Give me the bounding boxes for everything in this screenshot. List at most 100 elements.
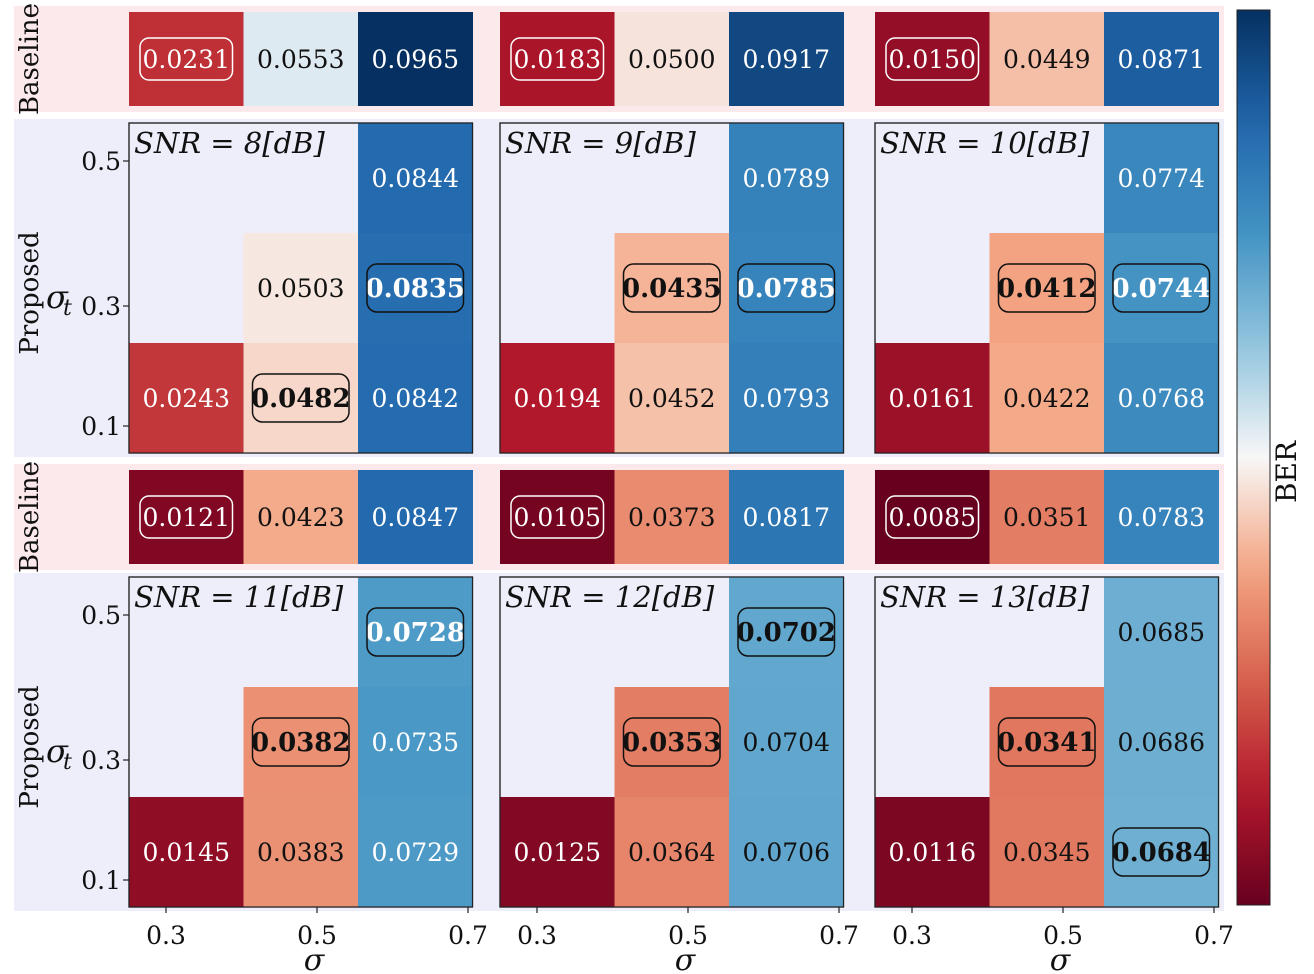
baseline-value: 0.0231 <box>143 45 230 74</box>
proposed-cell <box>1104 577 1219 688</box>
proposed-value: 0.0789 <box>743 164 830 193</box>
x-axis-label: σ <box>304 943 326 974</box>
proposed-cell <box>614 343 730 454</box>
best-value-box <box>885 37 980 81</box>
best-value-box <box>139 37 234 81</box>
proposed-value: 0.0364 <box>628 838 715 867</box>
baseline-cell <box>1104 12 1219 106</box>
baseline-value: 0.0150 <box>889 45 976 74</box>
baseline-value: 0.0917 <box>743 45 830 74</box>
proposed-cell <box>358 343 473 454</box>
proposed-cell <box>989 343 1105 454</box>
proposed-value: 0.0702 <box>736 618 836 648</box>
baseline-cell <box>243 12 359 106</box>
baseline-cell <box>358 12 473 106</box>
proposed-value: 0.0422 <box>1003 384 1090 413</box>
proposed-value: 0.0835 <box>365 274 465 304</box>
proposed-cell <box>729 577 844 688</box>
baseline-value: 0.0183 <box>514 45 601 74</box>
proposed-value: 0.0435 <box>622 274 722 304</box>
proposed-value: 0.0452 <box>628 384 715 413</box>
proposed-row-label: Proposed <box>15 231 45 354</box>
proposed-cell <box>243 687 359 798</box>
y-tick-label: 0.3 <box>81 292 121 321</box>
y-axis-label: σ <box>46 732 69 770</box>
best-value-box <box>366 607 465 657</box>
proposed-value: 0.0793 <box>743 384 830 413</box>
y-tick-label: 0.5 <box>81 601 121 630</box>
proposed-value: 0.0686 <box>1118 728 1205 757</box>
proposed-cell <box>358 123 473 234</box>
proposed-cell <box>358 577 473 688</box>
proposed-cell <box>729 123 844 234</box>
baseline-value: 0.0423 <box>257 503 344 532</box>
proposed-cell <box>729 233 844 344</box>
best-value-box <box>622 717 721 767</box>
y-tick-label: 0.1 <box>81 412 121 441</box>
proposed-value: 0.0243 <box>143 384 230 413</box>
baseline-value: 0.0553 <box>257 45 344 74</box>
x-tick-label: 0.5 <box>1043 921 1083 950</box>
best-value-box <box>1112 827 1211 877</box>
baseline-row-label: Baseline <box>15 461 45 573</box>
baseline-value: 0.0817 <box>743 503 830 532</box>
best-value-box <box>885 495 980 539</box>
proposed-value: 0.0842 <box>372 384 459 413</box>
baseline-cell <box>729 12 844 106</box>
baseline-value: 0.0783 <box>1118 503 1205 532</box>
proposed-cell <box>614 687 730 798</box>
best-value-box <box>997 717 1096 767</box>
baseline-cell <box>875 470 990 564</box>
y-tick-label: 0.5 <box>81 147 121 176</box>
heatmap-cells: 0.0231 0.0553 0.0965 0.0844 0.0503 0.0835 0.02… <box>128 12 1220 908</box>
baseline-value: 0.0105 <box>514 503 601 532</box>
baseline-value: 0.0121 <box>143 503 230 532</box>
baseline-cell <box>358 470 473 564</box>
proposed-cell <box>500 343 615 454</box>
proposed-value: 0.0412 <box>997 274 1097 304</box>
x-tick-label: 0.3 <box>892 921 932 950</box>
x-axis-label: σ <box>675 943 697 974</box>
proposed-value: 0.0482 <box>251 384 351 414</box>
baseline-value: 0.0351 <box>1003 503 1090 532</box>
proposed-value: 0.0685 <box>1118 618 1205 647</box>
proposed-frame-outline <box>128 576 474 908</box>
baseline-value: 0.0373 <box>628 503 715 532</box>
baseline-cell <box>729 470 844 564</box>
proposed-value: 0.0503 <box>257 274 344 303</box>
proposed-row-label: Proposed <box>15 685 45 808</box>
baseline-row-label: Baseline <box>15 3 45 115</box>
proposed-cell <box>243 233 359 344</box>
best-value-box <box>251 717 350 767</box>
colorbar: BER <box>1236 9 1303 906</box>
best-value-box <box>737 607 836 657</box>
baseline-cell <box>989 12 1105 106</box>
baseline-cell <box>875 12 990 106</box>
proposed-cell <box>358 797 473 908</box>
x-tick-label: 0.7 <box>819 921 859 950</box>
proposed-cell <box>358 233 473 344</box>
proposed-value: 0.0768 <box>1118 384 1205 413</box>
proposed-cell <box>129 343 244 454</box>
x-tick-label: 0.3 <box>517 921 557 950</box>
proposed-value: 0.0729 <box>372 838 459 867</box>
proposed-cell <box>729 343 844 454</box>
proposed-frame-outline <box>499 576 845 908</box>
proposed-value: 0.0744 <box>1111 274 1211 304</box>
proposed-value: 0.0735 <box>372 728 459 757</box>
x-axis-label: σ <box>1050 943 1072 974</box>
snr-label: SNR = 8[dB] <box>134 126 325 160</box>
proposed-value: 0.0684 <box>1111 838 1211 868</box>
proposed-cell <box>1104 797 1219 908</box>
proposed-cell <box>129 797 244 908</box>
y-axis-label-subscript: t <box>63 750 72 775</box>
proposed-value: 0.0383 <box>257 838 344 867</box>
proposed-value: 0.0116 <box>889 838 976 867</box>
proposed-value: 0.0844 <box>372 164 459 193</box>
proposed-cell <box>989 687 1105 798</box>
proposed-cell <box>243 797 359 908</box>
baseline-value: 0.0449 <box>1003 45 1090 74</box>
proposed-value: 0.0704 <box>743 728 830 757</box>
baseline-value: 0.0500 <box>628 45 715 74</box>
